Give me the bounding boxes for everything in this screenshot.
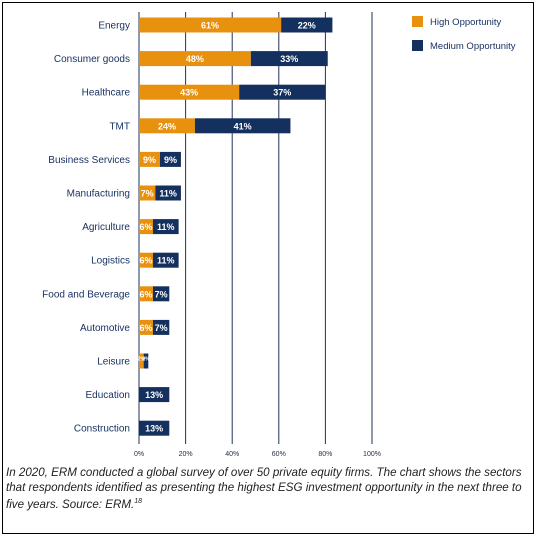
- bar-medium-opportunity: [194, 118, 291, 134]
- bar-high-opportunity: [139, 353, 144, 369]
- bar-value-label: 22%: [298, 21, 316, 31]
- bar-value-label: 33%: [280, 54, 298, 64]
- bar-high-opportunity: [139, 84, 240, 100]
- bar-medium-opportunity: [250, 51, 328, 67]
- category-label: Education: [86, 390, 130, 401]
- bar-high-opportunity: [139, 319, 153, 335]
- category-label: Consumer goods: [54, 54, 130, 65]
- bar-value-label: 6%: [139, 222, 152, 232]
- bars: [139, 17, 333, 436]
- x-tick-label: 40%: [225, 451, 239, 458]
- bar-value-label: 9%: [143, 155, 156, 165]
- category-label: Healthcare: [82, 88, 131, 99]
- bar-high-opportunity: [139, 185, 156, 201]
- bar-value-label: 41%: [234, 121, 252, 131]
- bar-value-label: 7%: [155, 289, 168, 299]
- category-label: Leisure: [97, 357, 130, 368]
- bar-medium-opportunity: [152, 286, 170, 302]
- bar-high-opportunity: [139, 17, 282, 33]
- grid-lines: [138, 12, 373, 444]
- category-label: Food and Beverage: [42, 289, 130, 300]
- bar-medium-opportunity: [139, 387, 170, 403]
- bar-value-label: 13%: [145, 390, 163, 400]
- category-label: Construction: [74, 424, 130, 435]
- bar-high-opportunity: [139, 286, 153, 302]
- legend-swatch: [412, 40, 423, 51]
- x-tick-label: 100%: [363, 451, 381, 458]
- bar-value-label: 6%: [139, 256, 152, 266]
- bar-medium-opportunity: [139, 420, 170, 436]
- legend: High Opportunity Medium Opportunity: [412, 16, 516, 52]
- x-tick-label: 60%: [272, 451, 286, 458]
- category-label: TMT: [109, 121, 130, 132]
- bar-value-label: 7%: [141, 189, 154, 199]
- bar-value-label: 2%: [138, 357, 146, 363]
- x-tick-label: 80%: [318, 451, 332, 458]
- bar-medium-opportunity: [281, 17, 333, 33]
- bar-medium-opportunity: [239, 84, 326, 100]
- bar-value-label: 37%: [273, 88, 291, 98]
- bar-value-label: 11%: [157, 256, 175, 266]
- bar-value-label: 48%: [186, 54, 204, 64]
- bar-value-label: 6%: [139, 323, 152, 333]
- category-label: Manufacturing: [67, 189, 130, 200]
- caption-text: In 2020, ERM conducted a global survey o…: [6, 466, 522, 512]
- legend-swatch: [412, 16, 423, 27]
- category-label: Energy: [98, 21, 130, 32]
- bar-value-label: 11%: [157, 222, 175, 232]
- bar-high-opportunity: [139, 118, 195, 134]
- bar-medium-opportunity: [159, 151, 181, 167]
- bar-value-label: 61%: [201, 21, 219, 31]
- category-label: Agriculture: [82, 222, 130, 233]
- caption-footnote: 18: [134, 498, 143, 506]
- bar-high-opportunity: [139, 51, 251, 67]
- figure-caption: In 2020, ERM conducted a global survey o…: [6, 466, 530, 513]
- category-label: Business Services: [48, 155, 130, 166]
- x-axis-tick-labels: 0% 20% 40% 60% 80% 100%: [134, 451, 381, 458]
- legend-label: High Opportunity: [430, 17, 502, 28]
- bar-value-labels: 61% 22% 48% 33% 43% 37% 24% 41% 9% 9% 7% 11% 6% 11% 6%…: [138, 21, 316, 434]
- bar-medium-opportunity: [143, 353, 149, 369]
- bar-high-opportunity: [139, 252, 153, 268]
- bar-medium-opportunity: [155, 185, 181, 201]
- bar-value-label: 13%: [145, 424, 163, 434]
- category-labels: Energy Consumer goods Healthcare TMT Busines…: [42, 21, 130, 435]
- bar-value-label: 2%: [142, 357, 150, 363]
- x-tick-label: 0%: [134, 451, 144, 458]
- bar-high-opportunity: [139, 151, 160, 167]
- legend-label: Medium Opportunity: [430, 41, 516, 52]
- bar-medium-opportunity: [152, 219, 179, 235]
- bar-value-label: 9%: [164, 155, 177, 165]
- bar-medium-opportunity: [152, 252, 179, 268]
- bar-value-label: 11%: [159, 189, 177, 199]
- bar-value-label: 43%: [180, 88, 198, 98]
- bar-value-label: 7%: [155, 323, 168, 333]
- x-tick-label: 20%: [179, 451, 193, 458]
- bar-value-label: 6%: [139, 289, 152, 299]
- category-label: Automotive: [80, 323, 130, 334]
- bar-value-label: 24%: [158, 121, 176, 131]
- bar-medium-opportunity: [152, 319, 170, 335]
- category-label: Logistics: [91, 256, 130, 267]
- bar-high-opportunity: [139, 219, 153, 235]
